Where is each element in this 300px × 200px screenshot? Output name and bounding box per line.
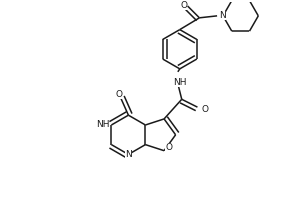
Text: N: N [125,150,132,159]
Text: O: O [115,90,122,99]
Text: N: N [219,11,226,20]
Text: O: O [201,105,208,114]
Text: O: O [180,1,187,10]
Text: O: O [165,143,172,152]
Text: NH: NH [173,78,187,87]
Text: NH: NH [96,120,110,129]
